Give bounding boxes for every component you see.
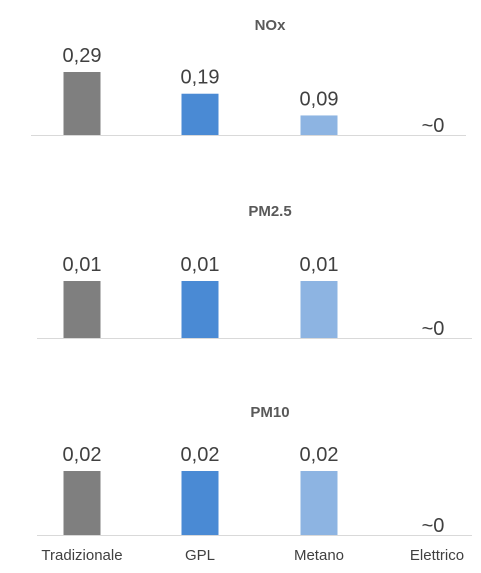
x-tick-label-tradizionale: Tradizionale (41, 547, 122, 564)
panel-1-bar-metano (300, 115, 338, 135)
panel-1-bar-tradizionale (63, 72, 101, 135)
x-tick-label-gpl: GPL (185, 547, 215, 564)
panel-2-bar-metano (300, 281, 338, 338)
panel-3-value-label-gpl: 0,02 (181, 444, 220, 466)
panel-2-value-label-elettrico: ~0 (422, 318, 445, 340)
panel-2-value-label-gpl: 0,01 (181, 254, 220, 276)
panel-3-bar-metano (300, 471, 338, 535)
panel-2-value-label-metano: 0,01 (300, 254, 339, 276)
panel-2-bar-tradizionale (63, 281, 101, 338)
panel-1-value-label-tradizionale: 0,29 (63, 45, 102, 67)
x-tick-label-elettrico: Elettrico (410, 547, 464, 564)
panel-3-bar-tradizionale (63, 471, 101, 535)
panel-1-value-label-elettrico: ~0 (422, 115, 445, 137)
panel-2-title: PM2.5 (248, 203, 291, 220)
panel-3-bar-gpl (181, 471, 219, 535)
x-tick-label-metano: Metano (294, 547, 344, 564)
panel-3-value-label-metano: 0,02 (300, 444, 339, 466)
panel-2-value-label-tradizionale: 0,01 (63, 254, 102, 276)
panel-2-bar-gpl (181, 281, 219, 338)
panel-3-title: PM10 (250, 404, 289, 421)
panel-1-value-label-gpl: 0,19 (181, 67, 220, 89)
panel-3-value-label-tradizionale: 0,02 (63, 444, 102, 466)
panel-1-title: NOx (255, 17, 287, 34)
panel-3-value-label-elettrico: ~0 (422, 515, 445, 537)
panel-1-value-label-metano: 0,09 (300, 88, 339, 110)
panel-1-bar-gpl (181, 93, 219, 135)
